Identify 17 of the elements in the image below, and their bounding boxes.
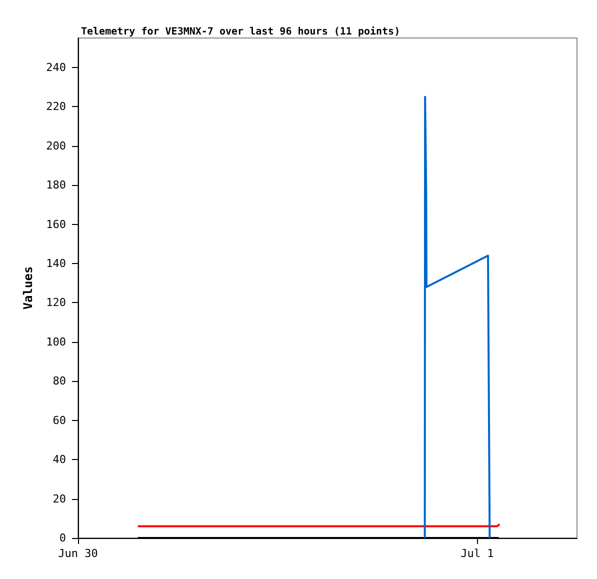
- y-tick-label: 80: [52, 374, 66, 388]
- y-tick-label: 140: [46, 256, 66, 270]
- y-tick-label: 240: [46, 60, 66, 74]
- y-tick-label: 20: [52, 492, 66, 506]
- chart-title: Telemetry for VE3MNX-7 over last 96 hours (11 points): [81, 26, 400, 38]
- y-tick-label: 60: [52, 414, 66, 427]
- y-tick-label: 120: [46, 296, 66, 310]
- y-tick-label: 40: [52, 453, 66, 466]
- y-tick-label: 180: [46, 178, 66, 192]
- y-axis-title: Values: [21, 266, 35, 310]
- x-tick-label: Jul 1: [460, 547, 494, 560]
- y-tick-label: 200: [46, 139, 66, 152]
- y-tick-label: 0: [59, 532, 66, 544]
- x-tick-label: Jun 30: [58, 547, 98, 560]
- y-tick-label: 100: [46, 335, 66, 348]
- y-tick-label: 160: [46, 218, 66, 231]
- y-tick-label: 220: [46, 100, 66, 114]
